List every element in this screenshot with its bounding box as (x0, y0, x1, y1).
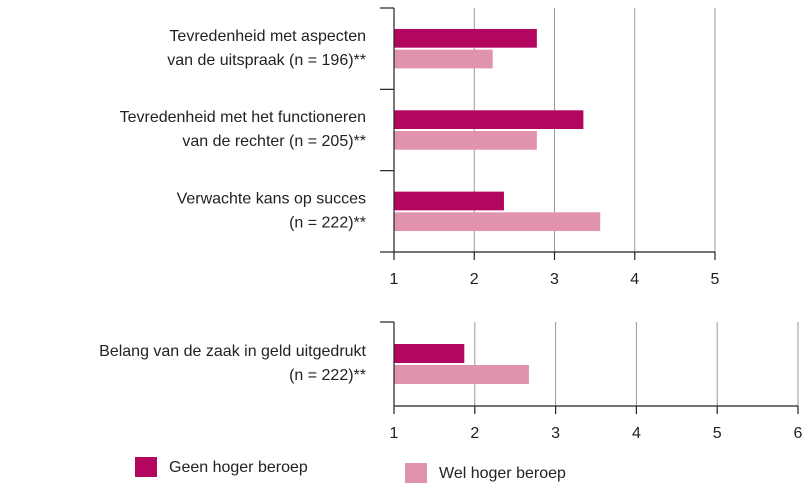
bar (394, 344, 465, 363)
x-tick-label: 6 (794, 425, 803, 442)
x-tick-label: 4 (630, 271, 639, 288)
x-tick-label: 2 (470, 425, 479, 442)
bar (394, 191, 504, 211)
legend-swatch (135, 457, 157, 477)
category-label: Belang van de zaak in geld uitgedrukt (99, 343, 366, 360)
category-label: (n = 222)** (289, 367, 366, 384)
legend-label: Wel hoger beroep (439, 465, 566, 482)
x-tick-label: 2 (470, 271, 479, 288)
x-tick-label: 1 (390, 271, 399, 288)
x-tick-label: 5 (711, 271, 720, 288)
bar (394, 49, 493, 69)
bar (394, 28, 537, 48)
bar (394, 365, 529, 384)
legend-swatch (405, 463, 427, 483)
bar (394, 131, 537, 150)
x-tick-label: 3 (550, 271, 559, 288)
bar (394, 212, 601, 232)
category-label: Tevredenheid met het functioneren (120, 109, 366, 126)
category-label: (n = 222)** (289, 215, 366, 232)
x-tick-label: 5 (713, 425, 722, 442)
category-label: van de uitspraak (n = 196)** (167, 52, 366, 69)
category-label: Verwachte kans op succes (177, 191, 366, 208)
category-label: Tevredenheid met aspecten (169, 28, 366, 45)
category-label: van de rechter (n = 205)** (182, 133, 366, 150)
x-tick-label: 1 (390, 425, 399, 442)
bar (394, 110, 584, 129)
legend-label: Geen hoger beroep (169, 459, 308, 476)
x-tick-label: 4 (632, 425, 641, 442)
x-tick-label: 3 (551, 425, 560, 442)
